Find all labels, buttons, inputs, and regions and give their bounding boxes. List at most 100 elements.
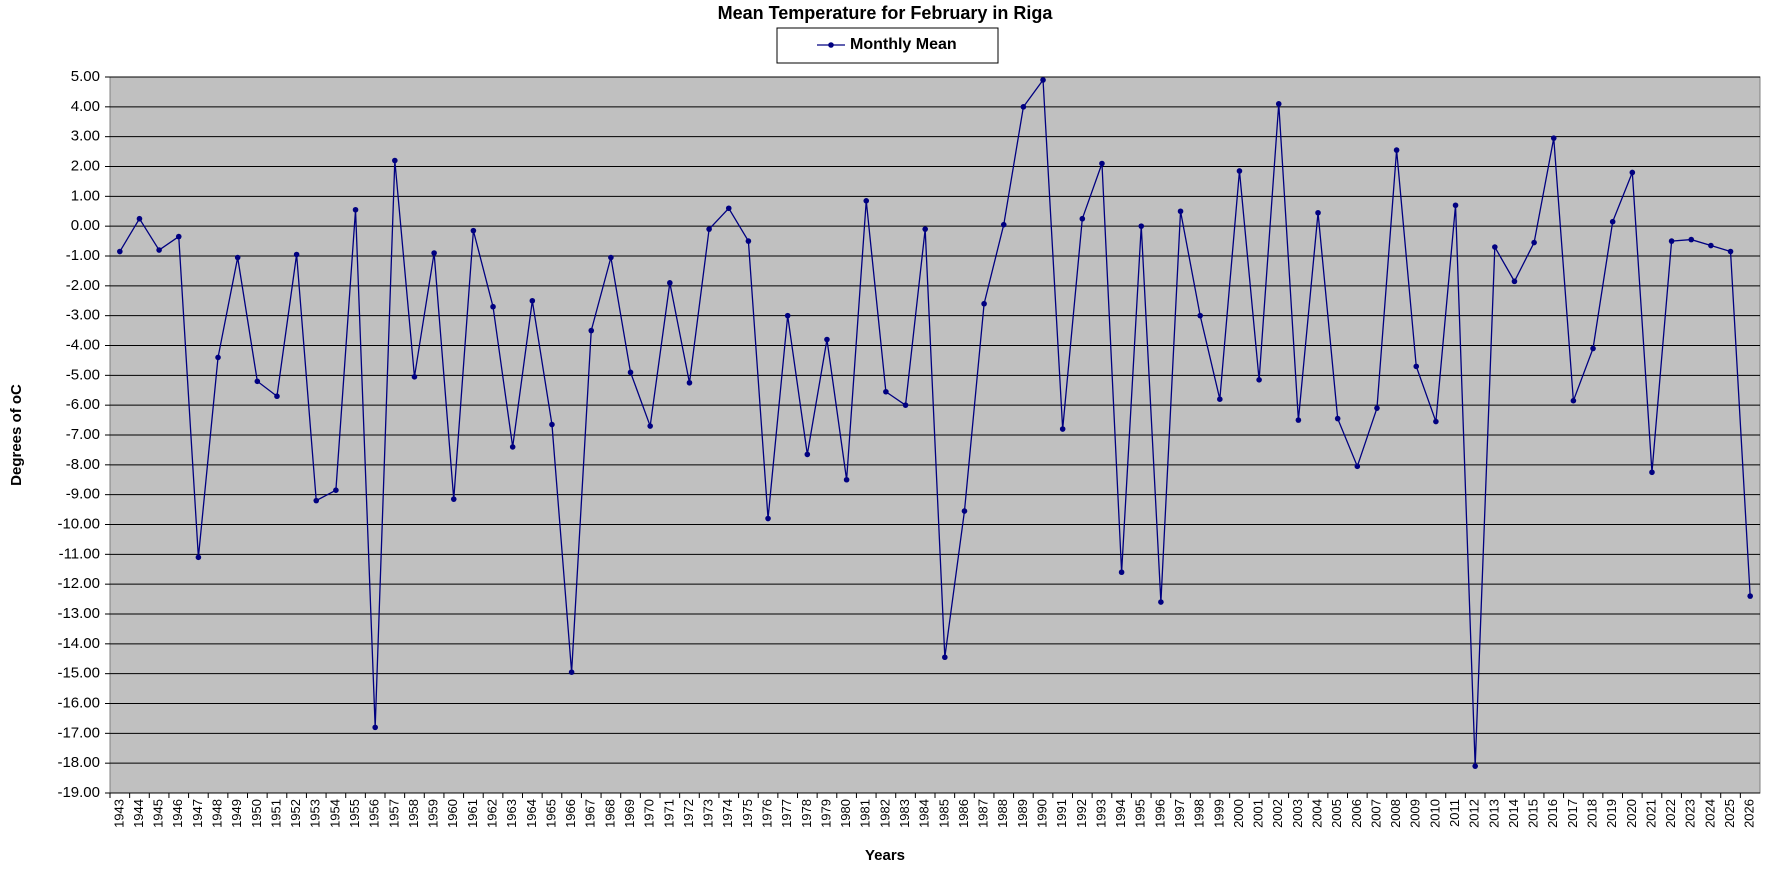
data-point <box>765 515 771 522</box>
data-point <box>1059 426 1066 432</box>
x-tick-label: 1958 <box>406 799 421 828</box>
x-tick-label: 1951 <box>268 799 283 828</box>
x-tick-label: 2026 <box>1742 799 1757 828</box>
data-point <box>1511 278 1518 285</box>
x-tick-label: 2000 <box>1231 799 1246 828</box>
x-tick-label: 1999 <box>1211 799 1226 828</box>
data-point <box>1256 377 1262 383</box>
data-point <box>392 157 398 164</box>
data-point <box>1020 104 1027 110</box>
x-tick-label: 2013 <box>1486 799 1501 828</box>
x-tick-label: 1949 <box>229 799 244 828</box>
data-point <box>1118 569 1125 576</box>
y-tick-label: -14.00 <box>57 635 100 652</box>
data-point <box>981 300 987 307</box>
x-tick-label: 1987 <box>976 799 991 828</box>
data-point <box>1668 238 1675 244</box>
data-point <box>1531 239 1537 246</box>
data-point <box>1236 168 1243 174</box>
x-tick-label: 1969 <box>622 799 637 828</box>
y-axis-label: Degrees of oC <box>8 384 25 486</box>
y-tick-label: -17.00 <box>57 724 100 741</box>
data-point <box>1590 345 1596 352</box>
data-point <box>608 254 614 261</box>
data-point <box>784 312 791 319</box>
x-tick-label: 1965 <box>543 799 558 828</box>
data-point <box>647 423 653 429</box>
x-tick-label: 1970 <box>642 799 657 828</box>
x-tick-label: 1947 <box>190 799 205 828</box>
legend-marker <box>828 42 834 48</box>
x-tick-label: 1975 <box>740 799 755 828</box>
x-tick-label: 1976 <box>759 799 774 828</box>
data-point <box>175 233 182 240</box>
data-point <box>529 297 536 304</box>
y-tick-label: 4.00 <box>71 98 100 115</box>
data-point <box>1000 221 1007 228</box>
y-tick-label: -12.00 <box>57 575 100 592</box>
data-point <box>431 250 437 256</box>
x-tick-label: 1985 <box>936 799 951 828</box>
x-tick-label: 2005 <box>1329 799 1344 828</box>
data-point <box>234 254 241 261</box>
x-tick-label: 2003 <box>1290 799 1305 828</box>
x-tick-label: 2010 <box>1427 799 1442 828</box>
x-axis-label: Years <box>865 847 905 864</box>
data-point <box>1393 147 1400 153</box>
data-point <box>274 393 280 400</box>
data-point <box>1374 405 1380 411</box>
x-tick-label: 1996 <box>1152 799 1167 828</box>
x-tick-label: 1982 <box>877 799 892 828</box>
x-tick-label: 1945 <box>151 799 166 828</box>
x-tick-label: 1944 <box>131 799 146 828</box>
x-tick-label: 2002 <box>1270 799 1285 828</box>
data-point <box>549 421 555 428</box>
data-point <box>1747 593 1753 599</box>
x-tick-label: 1994 <box>1113 799 1128 828</box>
data-point <box>1550 135 1557 141</box>
x-tick-label: 1983 <box>897 799 912 828</box>
data-point <box>1197 312 1203 319</box>
x-tick-label: 1950 <box>249 799 264 828</box>
x-tick-label: 1997 <box>1172 799 1187 828</box>
y-tick-label: 1.00 <box>71 187 100 204</box>
x-tick-label: 1953 <box>308 799 323 828</box>
data-point <box>254 378 261 385</box>
x-tick-label: 1990 <box>1034 799 1049 828</box>
x-tick-label: 1995 <box>1133 799 1148 828</box>
x-tick-label: 1998 <box>1192 799 1207 828</box>
data-point <box>804 451 811 458</box>
x-tick-label: 2020 <box>1624 799 1639 828</box>
y-tick-label: -16.00 <box>57 694 100 711</box>
data-point <box>1099 160 1105 167</box>
data-point <box>470 227 477 234</box>
data-point <box>942 654 948 661</box>
x-tick-label: 2006 <box>1349 799 1364 828</box>
data-point <box>1158 599 1164 605</box>
data-point <box>1472 763 1478 769</box>
data-point <box>1708 242 1714 249</box>
x-tick-label: 1978 <box>799 799 814 828</box>
data-point <box>863 198 870 204</box>
y-tick-label: -2.00 <box>66 277 100 294</box>
data-point <box>706 226 712 232</box>
x-tick-label: 1989 <box>1015 799 1030 828</box>
data-point <box>352 206 359 213</box>
x-tick-label: 2025 <box>1722 799 1737 828</box>
x-tick-label: 1974 <box>720 799 735 828</box>
x-tick-label: 1964 <box>524 799 539 828</box>
legend-label: Monthly Mean <box>850 36 957 53</box>
legend-box <box>776 27 999 64</box>
data-point <box>215 354 221 361</box>
data-point <box>509 444 516 450</box>
x-tick-label: 2014 <box>1506 799 1521 828</box>
y-tick-label: 5.00 <box>71 68 100 85</box>
data-point <box>450 496 457 502</box>
x-tick-label: 1984 <box>917 799 932 828</box>
y-tick-label: -11.00 <box>59 545 100 562</box>
x-tick-label: 2011 <box>1447 799 1462 827</box>
data-point <box>1609 218 1616 225</box>
x-tick-label: 1971 <box>661 799 676 828</box>
data-point <box>922 226 928 232</box>
